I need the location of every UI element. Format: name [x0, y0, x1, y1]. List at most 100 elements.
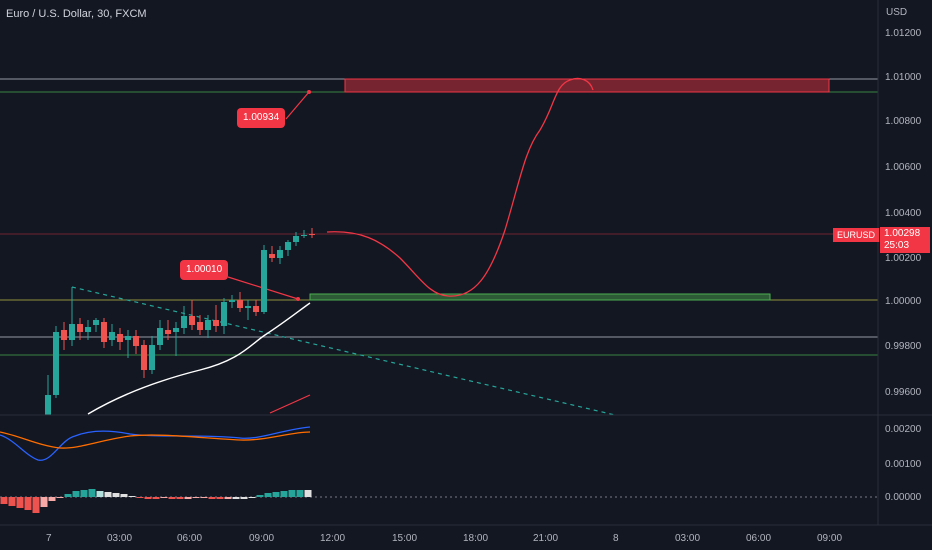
histogram-bar [216, 497, 224, 499]
histogram-bar [16, 497, 24, 508]
price-tick: 0.99600 [885, 387, 922, 398]
indicator-pane-1 [0, 426, 311, 461]
candle-body [277, 250, 283, 258]
histogram-bar [192, 497, 200, 498]
candlestick-series[interactable] [45, 228, 315, 415]
callout-lower[interactable]: 1.00010 [180, 260, 229, 280]
candle-body [181, 316, 187, 328]
histogram-bar [288, 490, 296, 497]
histogram-bar [80, 490, 88, 497]
demand-zone-rect[interactable] [309, 293, 771, 301]
chart-title[interactable]: Euro / U.S. Dollar, 30, FXCM [6, 8, 147, 20]
price-tick: 1.01200 [885, 28, 922, 39]
candle-body [141, 345, 147, 370]
main-pane [0, 77, 878, 416]
histogram-bar [168, 497, 176, 499]
histogram-bar [72, 491, 80, 497]
histogram-bar [256, 495, 264, 497]
histogram-bar [280, 491, 288, 497]
histogram-bar [120, 494, 128, 497]
indicator-red-segment [269, 394, 311, 414]
candle-body [309, 234, 315, 235]
candle-body [125, 336, 131, 340]
price-tick: 1.00200 [885, 253, 922, 264]
histogram-bar [232, 497, 240, 499]
histogram-bar [200, 497, 208, 498]
histogram-bar [56, 497, 64, 498]
candle-body [197, 322, 203, 330]
price-tick: 1.00800 [885, 116, 922, 127]
candle-body [53, 332, 59, 395]
histogram-bar [296, 490, 304, 497]
candle-body [133, 336, 139, 346]
candle-body [229, 300, 235, 302]
candle-body [149, 345, 155, 370]
histogram-bar [224, 497, 232, 499]
candle-body [237, 300, 243, 308]
histogram-bar [304, 490, 312, 497]
histogram-bar [32, 497, 40, 513]
candle-body [301, 235, 307, 236]
candle-body [245, 306, 251, 308]
price-tick: 1.00600 [885, 162, 922, 173]
histogram-bar [184, 497, 192, 499]
histogram-bar [160, 497, 168, 498]
candle-body [45, 395, 51, 415]
histogram-bar [128, 496, 136, 497]
indicator-tick: 0.00100 [885, 459, 922, 470]
trendline-dashed[interactable] [71, 286, 616, 416]
supply-zone-rect[interactable] [344, 78, 830, 93]
candle-body [165, 330, 171, 334]
histogram-bar [0, 497, 8, 504]
histogram-bar [48, 497, 56, 501]
time-tick: 03:00 [107, 533, 132, 544]
candle-body [213, 320, 219, 326]
candle-body [93, 320, 99, 325]
histogram-bar [88, 489, 96, 497]
histogram-bar [96, 491, 104, 497]
candle-body [221, 302, 227, 326]
candle-body [285, 242, 291, 250]
candle-body [205, 320, 211, 330]
histogram-bar [8, 497, 16, 506]
candle-body [85, 327, 91, 332]
candle-body [117, 334, 123, 342]
bar-countdown: 25:03 [884, 240, 910, 251]
indicator-tick: 0.00000 [885, 492, 922, 503]
histogram-bar [152, 497, 160, 499]
histogram-bar [136, 497, 144, 498]
price-tick: 1.01000 [885, 72, 922, 83]
price-axis[interactable]: 1.01200 1.01000 1.00800 1.00600 1.00400 … [885, 28, 922, 503]
candle-body [101, 322, 107, 342]
candle-body [269, 254, 275, 258]
signal-line [0, 431, 311, 449]
candle-body [69, 324, 75, 340]
histogram-bar [24, 497, 32, 510]
candle-body [189, 316, 195, 325]
time-tick: 8 [613, 533, 619, 544]
histogram-bar [272, 492, 280, 497]
currency-label: USD [886, 7, 908, 18]
histogram-bar [104, 492, 112, 497]
histogram-bar [64, 494, 72, 497]
callout-lower-anchor [296, 297, 300, 301]
time-tick: 09:00 [817, 533, 842, 544]
histogram-bar [112, 493, 120, 497]
callout-upper[interactable]: 1.00934 [237, 108, 286, 128]
candle-body [61, 330, 67, 340]
candle-body [157, 328, 163, 345]
candle-body [261, 250, 267, 312]
time-tick: 03:00 [675, 533, 700, 544]
histogram-bar [264, 493, 272, 497]
histogram-bar [40, 497, 48, 507]
price-tick: 0.99800 [885, 341, 922, 352]
indicator-tick: 0.00200 [885, 424, 922, 435]
callout-upper-anchor [307, 90, 311, 94]
histogram-bar [240, 497, 248, 499]
projection-path[interactable] [326, 77, 594, 297]
histogram-bar [144, 497, 152, 499]
callout-upper-connector [285, 91, 310, 120]
time-axis[interactable]: 7 03:00 06:00 09:00 12:00 15:00 18:00 21… [46, 533, 842, 544]
price-tick: 1.00000 [885, 296, 922, 307]
